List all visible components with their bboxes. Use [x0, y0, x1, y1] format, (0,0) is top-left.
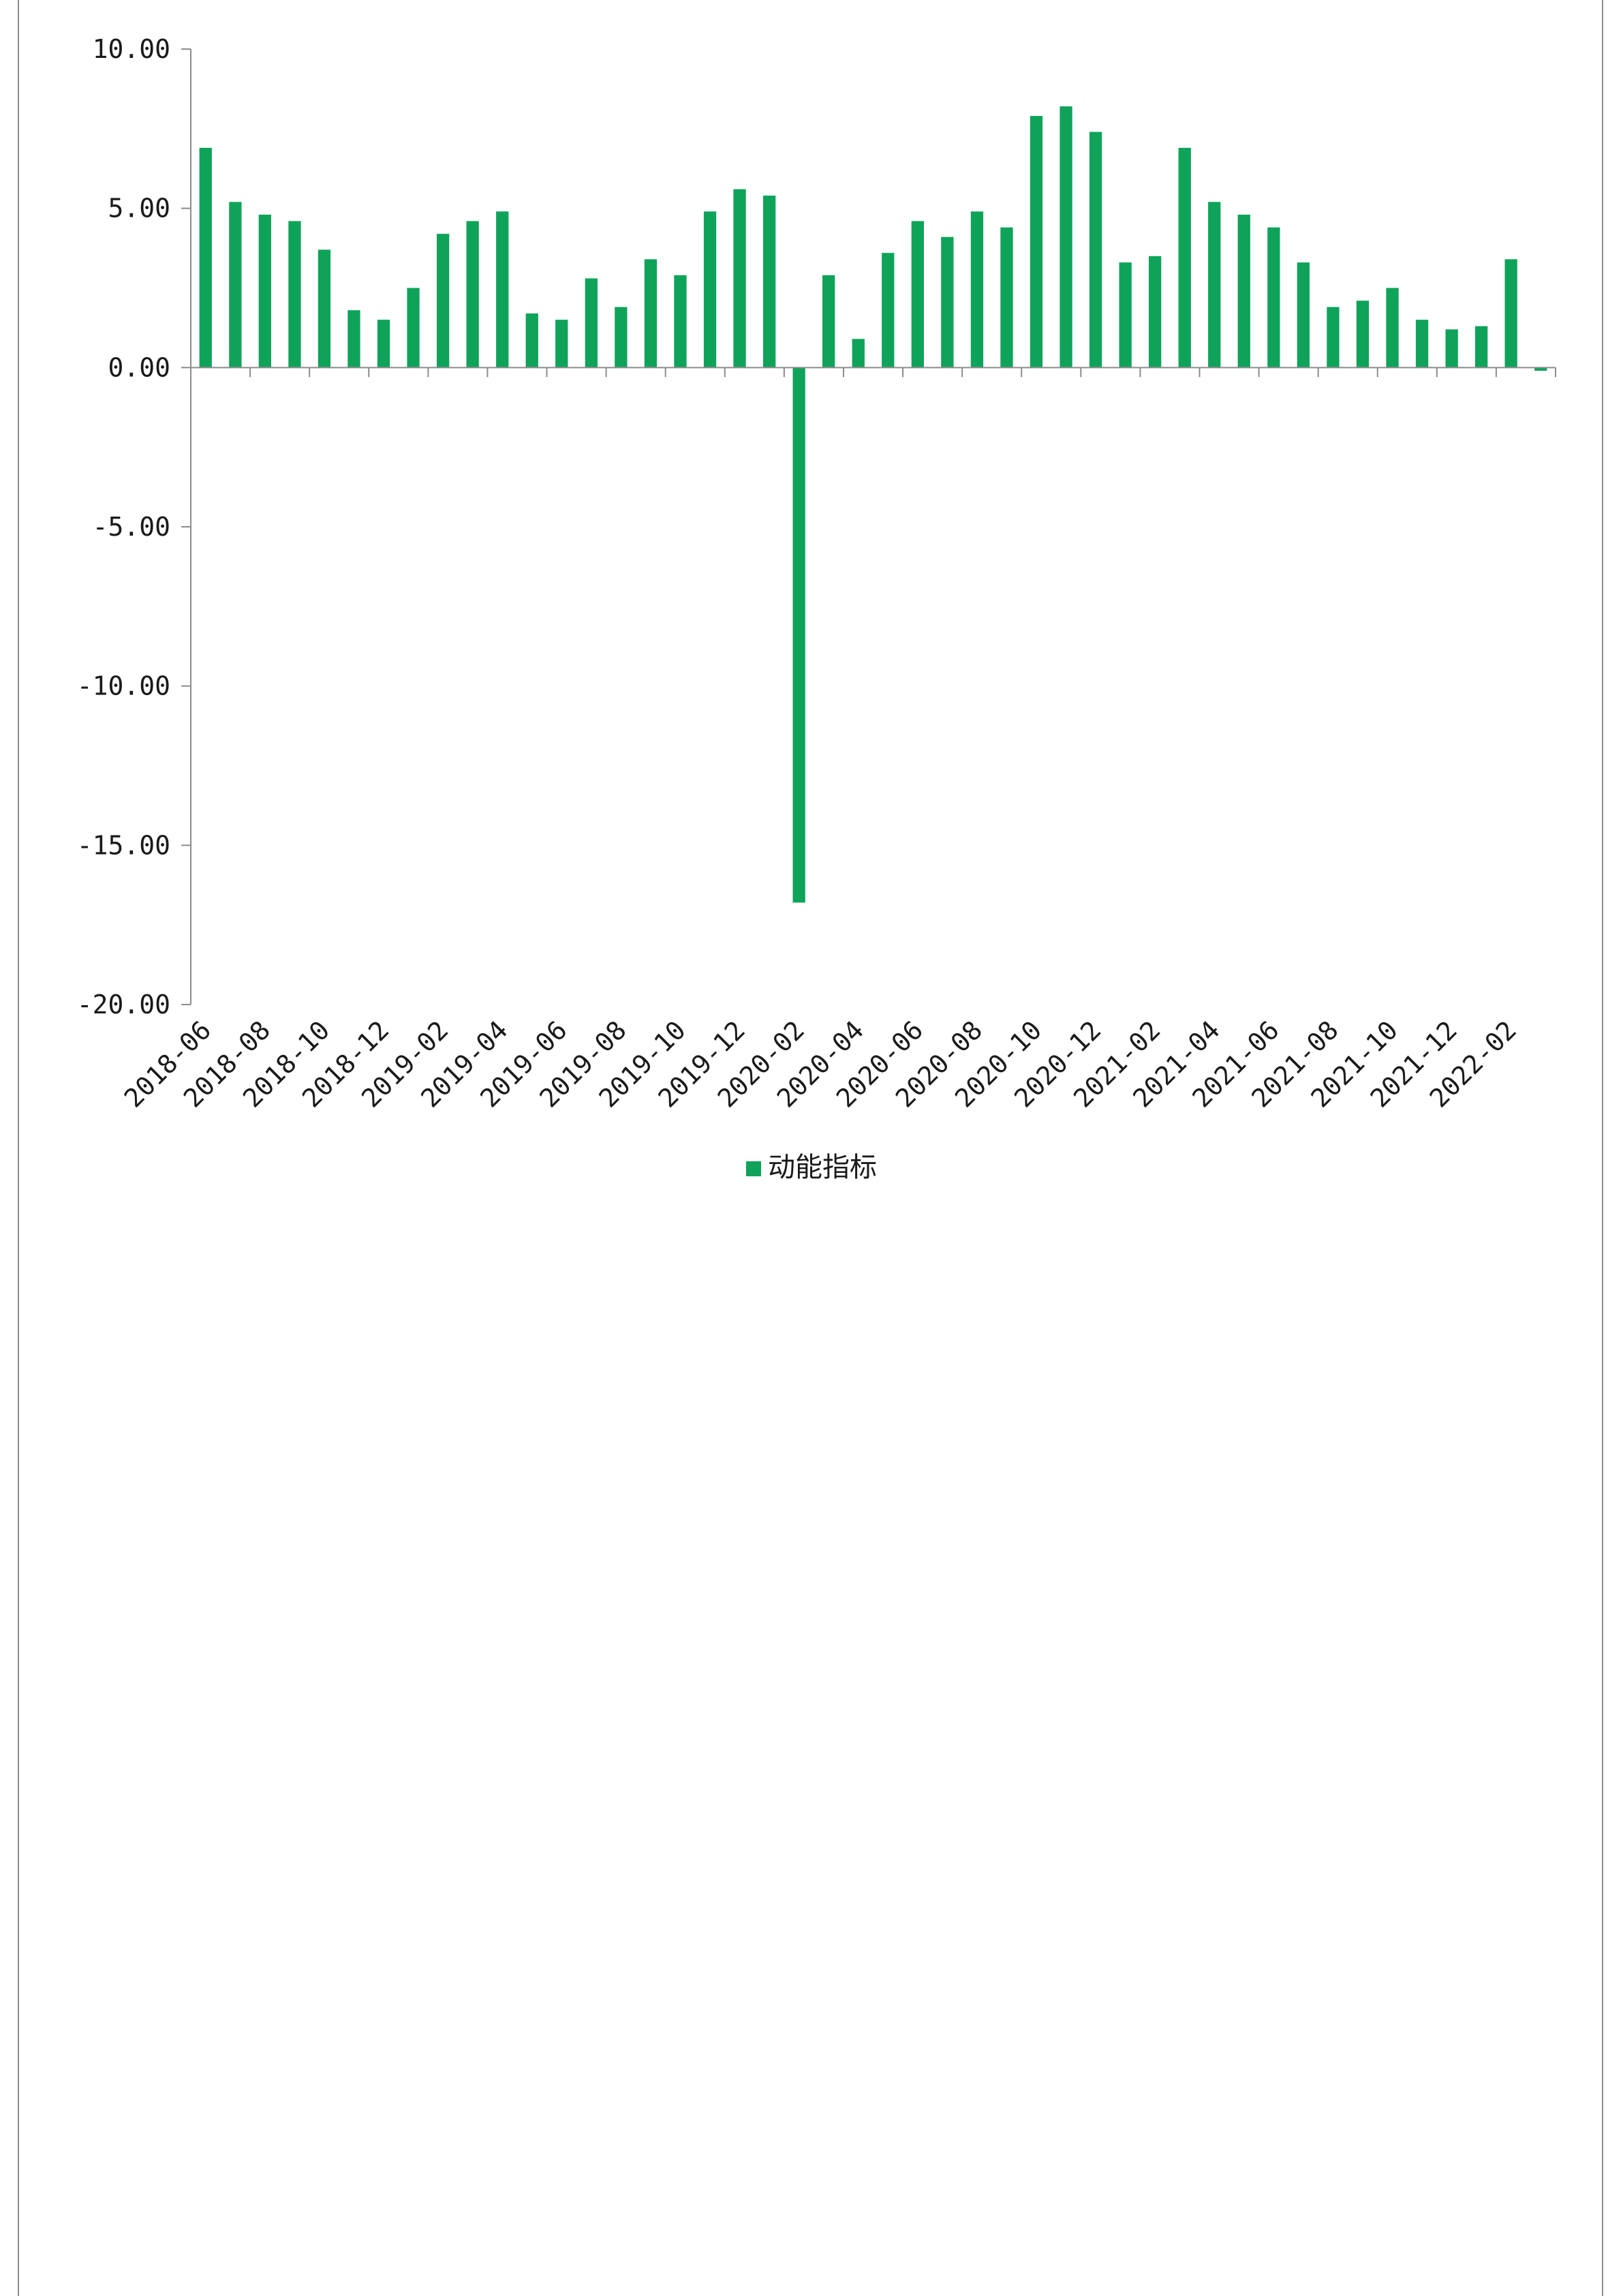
legend-swatch	[746, 1161, 761, 1176]
bar	[1178, 147, 1191, 368]
bar	[763, 196, 776, 368]
y-tick-label: -20.00	[77, 990, 170, 1020]
y-tick-label: -10.00	[77, 671, 170, 701]
bar	[347, 310, 360, 368]
bar	[1297, 262, 1310, 368]
y-tick-label: 0.00	[108, 352, 170, 382]
bar	[792, 367, 805, 903]
bar	[199, 147, 212, 368]
bar	[1000, 227, 1013, 368]
bar	[1356, 301, 1370, 368]
bar	[941, 236, 954, 368]
bar	[1327, 307, 1340, 368]
bar	[1030, 116, 1043, 368]
bar	[674, 275, 687, 368]
bar	[585, 278, 598, 368]
bar	[1534, 367, 1547, 371]
y-tick-label: 5.00	[108, 194, 170, 224]
page-frame	[18, 0, 1603, 2296]
bar	[970, 211, 984, 368]
bar	[733, 189, 746, 368]
bar	[555, 320, 568, 368]
bar	[466, 221, 479, 368]
bar	[703, 211, 717, 368]
bar	[911, 221, 924, 368]
bar	[1386, 288, 1399, 368]
bar	[437, 234, 450, 368]
bar	[1504, 259, 1517, 368]
bar	[1267, 227, 1280, 368]
bar	[258, 215, 271, 368]
bar	[377, 320, 390, 368]
bar	[1149, 256, 1162, 368]
y-tick-label: -15.00	[77, 830, 170, 860]
bar	[1208, 202, 1221, 368]
bar	[318, 249, 331, 368]
bar	[1119, 262, 1132, 368]
bar	[496, 211, 509, 368]
bar	[822, 275, 835, 368]
bar	[1415, 320, 1429, 368]
y-tick-label: 10.00	[93, 34, 170, 64]
bar	[1475, 326, 1488, 368]
bar	[229, 202, 242, 368]
bar	[644, 259, 658, 368]
y-tick-label: -5.00	[93, 512, 170, 542]
bar	[615, 307, 628, 368]
bar	[882, 253, 895, 368]
bar	[1089, 132, 1102, 368]
bar	[852, 339, 865, 368]
bar	[407, 288, 420, 368]
bar	[525, 313, 538, 368]
bar	[288, 221, 301, 368]
bar	[1237, 215, 1250, 368]
bar	[1445, 329, 1458, 368]
legend-label: 动能指标	[768, 1152, 877, 1183]
bar	[1060, 106, 1072, 368]
